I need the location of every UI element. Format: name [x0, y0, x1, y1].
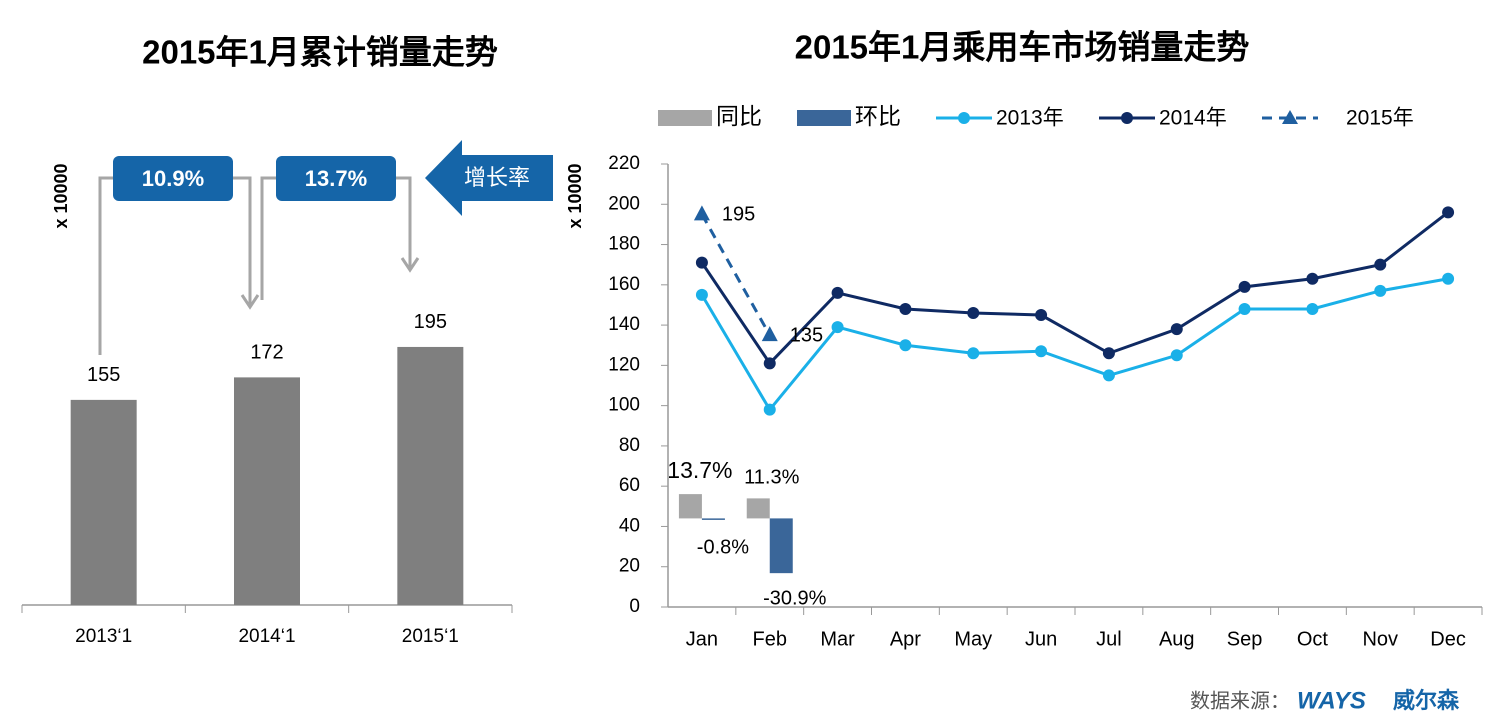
y-tick-label: 140 [608, 314, 640, 335]
x-tick-label: Jan [686, 628, 718, 650]
logo: WAYS [1297, 687, 1366, 714]
bar [397, 346, 464, 605]
x-tick-label: Sep [1227, 628, 1263, 650]
bar [769, 518, 793, 574]
point [831, 321, 844, 334]
chart-title: 2015年1月乘用车市场销量走势 [795, 29, 1250, 66]
x-tick-label: 2014‘1 [238, 626, 295, 647]
chart-title: 2015年1月累计销量走势 [142, 34, 498, 71]
y-tick-label: 0 [629, 596, 640, 617]
point [1170, 349, 1183, 362]
y-tick-label: 100 [608, 395, 640, 416]
value-label: 11.3% [744, 467, 799, 489]
x-tick-label: Jul [1096, 628, 1122, 650]
legend-label: 2014年 [1159, 107, 1227, 130]
point [1306, 302, 1319, 315]
point [763, 357, 776, 370]
y-axis-label: x 10000 [565, 163, 585, 228]
x-tick-label: Feb [753, 628, 787, 650]
legend-label: 2015年 [1346, 107, 1414, 130]
y-tick-label: 20 [619, 556, 640, 577]
series-line [700, 213, 772, 336]
y-tick-label: 160 [608, 274, 640, 295]
point [1374, 284, 1387, 297]
point [1170, 323, 1183, 336]
point [1442, 272, 1455, 285]
x-tick-label: Mar [820, 628, 855, 650]
y-tick-label: 80 [619, 435, 640, 456]
growth-box [113, 156, 233, 201]
bar [234, 377, 300, 605]
point [899, 339, 912, 352]
annotation: 增长率 [464, 165, 530, 190]
growth-box [276, 156, 396, 201]
y-tick-label: 40 [619, 515, 640, 536]
x-tick-label: Dec [1430, 628, 1466, 650]
legend-swatch [797, 110, 851, 126]
x-tick-label: Apr [890, 628, 921, 650]
x-tick-label: 2015‘1 [402, 626, 459, 647]
x-tick-label: Jun [1025, 628, 1057, 650]
series-line [700, 211, 1449, 366]
x-tick-label: May [954, 628, 992, 650]
value-label: 172 [250, 342, 283, 364]
value-label: -0.8% [697, 537, 749, 559]
point [967, 347, 980, 360]
data-label: 135 [790, 324, 823, 346]
point [1442, 206, 1455, 219]
point [763, 403, 776, 416]
point [695, 256, 708, 269]
point [1102, 347, 1115, 360]
x-tick-label: 2013‘1 [75, 626, 132, 647]
legend-label: 2013年 [996, 107, 1064, 130]
bar [746, 498, 770, 519]
y-tick-label: 200 [608, 193, 640, 214]
point [1102, 369, 1115, 382]
y-tick-label: 180 [608, 234, 640, 255]
legend-label: 环比 [855, 103, 901, 129]
point [1035, 309, 1048, 322]
x-tick-label: Nov [1362, 628, 1398, 650]
source: 数据来源： [1190, 689, 1290, 712]
bar [678, 494, 702, 519]
y-axis-label: x 10000 [51, 163, 71, 228]
y-tick-label: 220 [608, 153, 640, 174]
value-label: 155 [87, 364, 120, 386]
point [1238, 280, 1251, 293]
x-tick-label: Oct [1297, 628, 1329, 650]
value-label: -30.9% [763, 587, 827, 609]
point [1306, 272, 1319, 285]
point [693, 205, 710, 221]
point [1238, 302, 1251, 315]
annotation: 13.7% [305, 166, 367, 191]
point [1374, 258, 1387, 271]
point [899, 302, 912, 315]
point [967, 307, 980, 320]
bar [70, 399, 137, 605]
y-tick-label: 60 [619, 475, 640, 496]
growth-arrow [425, 140, 553, 216]
bar [701, 518, 725, 520]
point [761, 326, 778, 342]
y-tick-label: 120 [608, 354, 640, 375]
logo-cn: 威尔森 [1393, 688, 1460, 713]
point [695, 288, 708, 301]
value-label: 13.7% [667, 457, 732, 483]
legend-swatch [658, 110, 712, 126]
data-label: 195 [722, 204, 755, 226]
point [1035, 345, 1048, 358]
value-label: 195 [414, 311, 447, 333]
legend-label: 同比 [716, 103, 762, 129]
growth-brackets [98, 176, 420, 355]
point [831, 286, 844, 299]
series-line [700, 277, 1449, 413]
legend-marker [958, 112, 970, 124]
legend-marker [1121, 112, 1133, 124]
legend-marker [1282, 110, 1298, 124]
x-tick-label: Aug [1159, 628, 1195, 650]
annotation: 10.9% [142, 166, 204, 191]
